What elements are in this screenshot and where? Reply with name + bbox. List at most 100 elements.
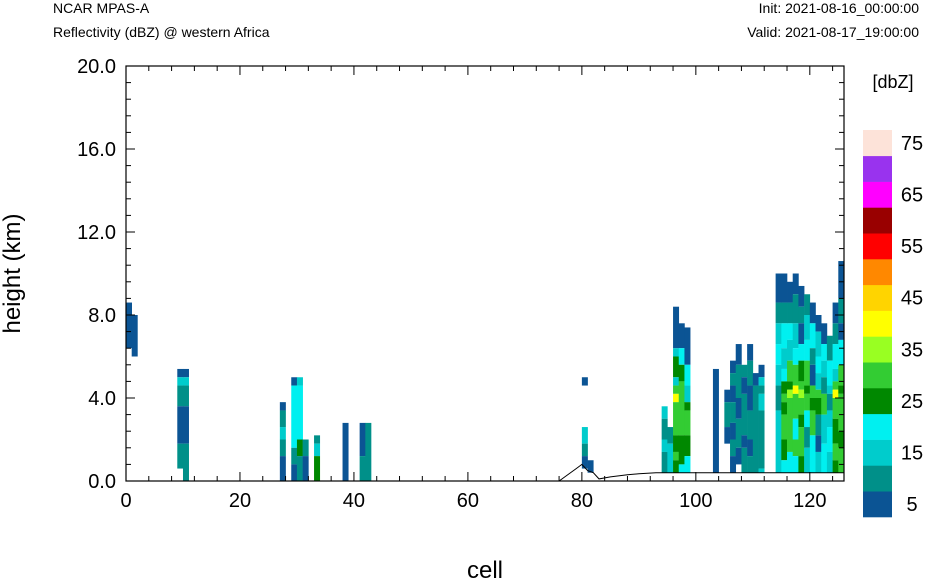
reflectivity-cell [804,360,811,386]
reflectivity-cell [838,261,845,299]
reflectivity-cell [741,435,748,448]
reflectivity-cell [747,410,754,440]
reflectivity-cell [826,393,833,411]
colorbar-swatch [863,439,892,466]
reflectivity-cell [684,327,691,365]
colorbar-swatch [863,465,892,492]
y-tick-label: 20.0 [77,56,116,78]
reflectivity-cell [182,443,189,481]
reflectivity-cell [838,385,845,394]
init-time: Init: 2021-08-16_00:00:00 [758,0,919,16]
reflectivity-cell [667,427,674,444]
reflectivity-cell [302,439,309,457]
reflectivity-cell [673,306,680,349]
colorbar-label: 35 [901,339,923,361]
reflectivity-cell [798,323,805,345]
reflectivity-cell [809,323,816,349]
reflectivity-cell [296,385,303,440]
reflectivity-cell [758,410,765,469]
y-axis-label: height (km) [0,213,26,333]
reflectivity-cell [792,323,799,349]
reflectivity-cell [815,451,822,473]
reflectivity-cell [684,364,691,386]
reflectivity-cell [804,385,811,394]
colorbar-label: 75 [901,133,923,155]
reflectivity-cell [678,323,685,349]
reflectivity-cell [724,389,731,403]
reflectivity-cell [781,381,788,394]
reflectivity-cell [781,302,788,324]
reflectivity-cell [787,398,794,452]
reflectivity-cell [587,460,594,473]
reflectivity-cell [775,410,782,473]
reflectivity-cell [182,385,189,407]
reflectivity-cell [792,385,799,394]
colorbar-label: 55 [901,236,923,258]
reflectivity-cell [177,443,184,469]
reflectivity-cell [747,439,754,457]
reflectivity-cell [787,339,794,361]
reflectivity-cell [809,410,816,436]
reflectivity-cell [747,385,754,411]
reflectivity-cell [798,381,805,390]
reflectivity-cell [684,385,691,403]
reflectivity-cell [821,414,828,444]
reflectivity-cell [815,356,822,374]
terrain-layer [126,463,844,482]
reflectivity-cell [826,335,833,361]
reflectivity-cell [758,377,765,386]
reflectivity-cell [832,398,839,419]
reflectivity-cell [673,451,680,461]
reflectivity-cell [581,427,588,444]
reflectivity-cell [581,377,588,386]
reflectivity-cell [661,406,668,419]
reflectivity-cell [787,323,794,340]
reflectivity-cell [781,402,788,415]
reflectivity-cell [735,418,742,448]
x-tick-label: 80 [571,490,593,512]
reflectivity-cell [730,385,737,403]
reflectivity-cell [342,422,349,481]
reflectivity-cell [832,460,839,473]
reflectivity-cell [792,456,799,473]
x-axis: 0 20 40 60 80 100 120 [120,66,834,512]
colorbar-label: 65 [901,185,923,207]
reflectivity-cell [730,373,737,386]
reflectivity-cell [792,294,799,324]
reflectivity-cell [838,431,845,448]
reflectivity-cell [747,456,754,473]
y-tick-label: 16.0 [77,139,116,161]
colorbar-label: 45 [901,288,923,310]
reflectivity-cells [126,261,845,481]
reflectivity-cell [821,377,828,394]
colorbar-label: 15 [901,443,923,465]
reflectivity-cell [359,456,366,481]
reflectivity-cell [735,447,742,465]
colorbar-swatch [863,413,892,440]
reflectivity-cell [832,381,839,390]
reflectivity-cell [296,456,303,481]
reflectivity-cell [279,439,286,457]
reflectivity-cell [747,360,754,386]
colorbar-swatch [863,284,892,311]
reflectivity-cell [678,435,685,465]
reflectivity-cell [279,456,286,481]
y-tick-label: 12.0 [77,222,116,244]
reflectivity-cell [747,344,754,361]
reflectivity-cell [752,373,759,386]
reflectivity-cell [775,385,782,411]
reflectivity-cell [752,385,759,473]
plot-frame [125,65,845,482]
reflectivity-cell [809,398,816,411]
reflectivity-cell [126,302,132,349]
reflectivity-cell [787,389,794,398]
reflectivity-cell [781,323,788,349]
reflectivity-cell [798,398,805,415]
reflectivity-cell [678,364,685,382]
reflectivity-cell [279,427,286,440]
y-tick-label: 8.0 [88,305,116,327]
x-tick-label: 100 [679,490,712,512]
reflectivity-cell [781,439,788,461]
reflectivity-cell [798,456,805,473]
reflectivity-cell [279,402,286,411]
